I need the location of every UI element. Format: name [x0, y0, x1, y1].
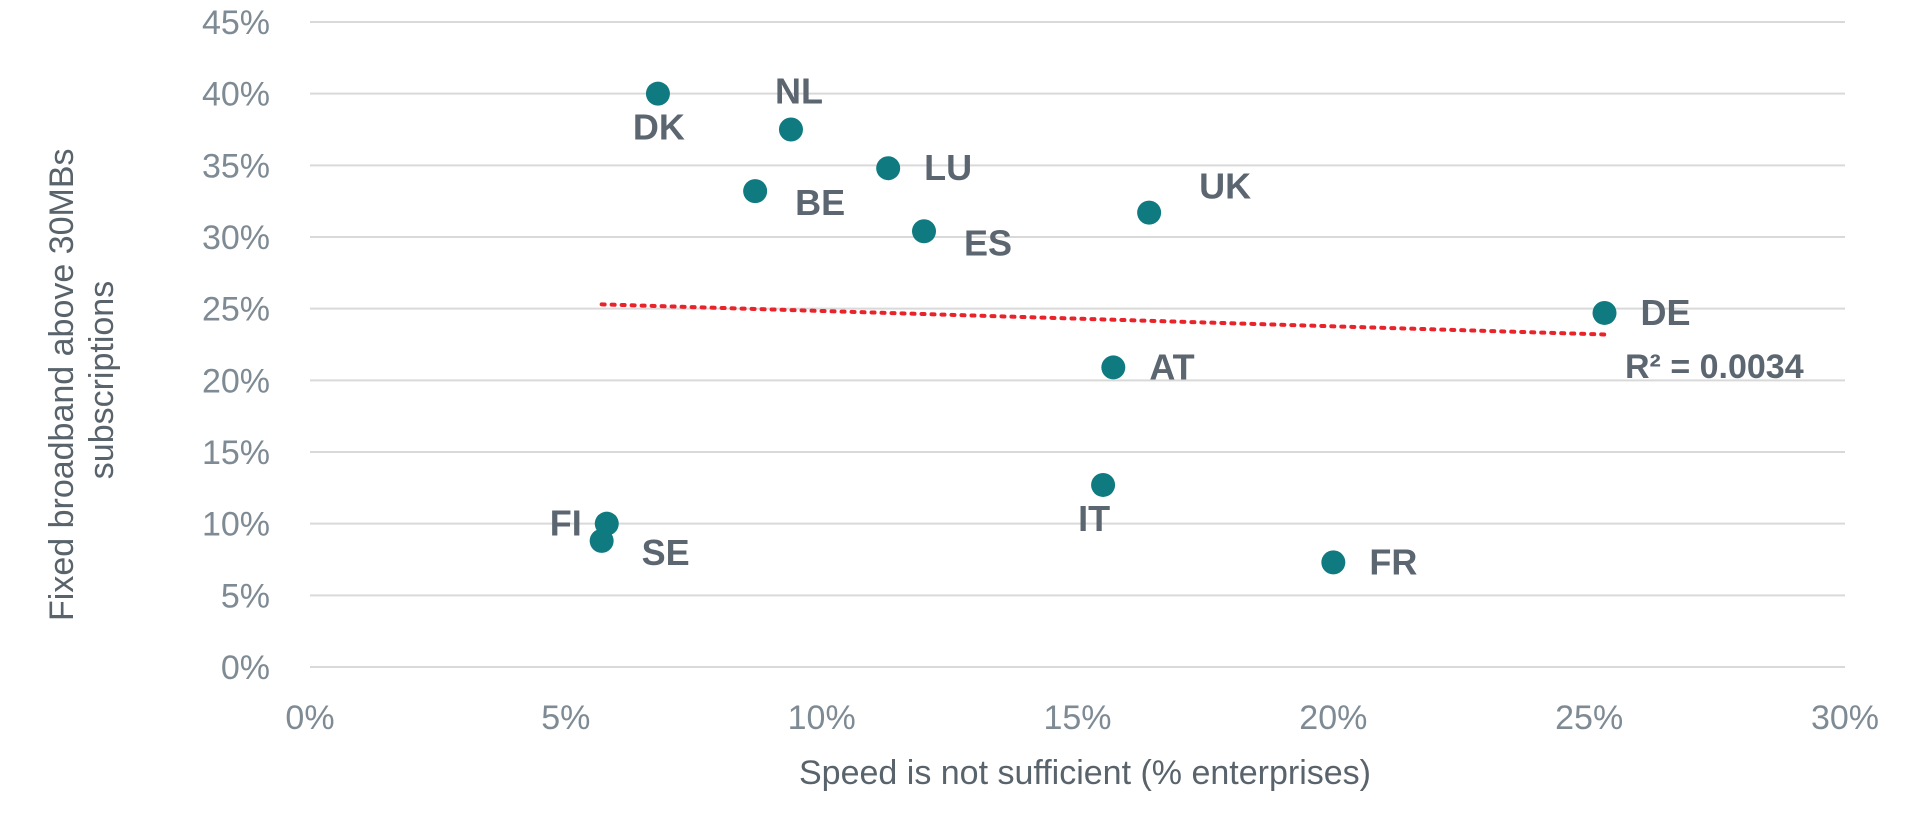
- data-point: [778, 117, 803, 142]
- data-point-label: AT: [1149, 346, 1194, 387]
- data-point-label: NL: [775, 71, 823, 112]
- y-tick-label: 30%: [202, 219, 270, 257]
- data-point: [1137, 200, 1162, 225]
- data-point: [1101, 355, 1126, 380]
- y-tick-label: 40%: [202, 76, 270, 114]
- x-axis-title: Speed is not sufficient (% enterprises): [799, 754, 1371, 792]
- points-layer: [589, 81, 1617, 575]
- trendline-layer: [599, 302, 1607, 337]
- y-tick-label: 25%: [202, 291, 270, 329]
- data-point: [1592, 300, 1617, 325]
- x-tick-label: 15%: [1043, 699, 1111, 737]
- y-axis-title-line-2: subscriptions: [83, 281, 121, 479]
- x-tick-label: 30%: [1811, 699, 1879, 737]
- data-point-label: IT: [1078, 498, 1110, 539]
- data-point: [743, 179, 768, 204]
- data-point: [645, 81, 670, 106]
- y-tick-label: 0%: [221, 649, 270, 687]
- data-point-label: SE: [642, 532, 690, 573]
- y-tick-label: 35%: [202, 147, 270, 185]
- data-point-label: FI: [550, 503, 582, 544]
- y-tick-label: 15%: [202, 434, 270, 472]
- data-point-label: DK: [633, 107, 685, 148]
- data-point: [1321, 550, 1346, 575]
- data-point: [876, 156, 901, 181]
- data-point-label: DE: [1641, 292, 1691, 333]
- x-tick-label: 20%: [1299, 699, 1367, 737]
- x-tick-label: 25%: [1555, 699, 1623, 737]
- trendline: [599, 302, 1607, 337]
- data-point-label: FR: [1369, 541, 1417, 582]
- data-point-label: BE: [795, 182, 845, 223]
- data-point-label: LU: [924, 147, 972, 188]
- data-point: [589, 528, 614, 553]
- data-point: [912, 219, 936, 244]
- y-axis-title-line-1: Fixed broadband above 30MBs: [43, 148, 81, 621]
- data-point-label: ES: [964, 222, 1012, 263]
- labels-layer: DK NL LU BE ES UK DE AT IT FI SE FR: [550, 71, 1691, 583]
- y-axis-title: Fixed broadband above 30MBs subscription…: [43, 139, 121, 621]
- y-tick-label: 10%: [202, 506, 270, 544]
- x-tick-label: 0%: [285, 699, 334, 737]
- y-tick-label: 45%: [202, 4, 270, 42]
- data-point: [1091, 472, 1116, 497]
- y-tick-label: 5%: [221, 577, 270, 615]
- y-tick-label: 20%: [202, 362, 270, 400]
- x-tick-label: 10%: [788, 699, 856, 737]
- gridlines: [310, 21, 1845, 668]
- data-point-label: UK: [1199, 166, 1251, 207]
- x-tick-label: 5%: [541, 699, 590, 737]
- r-squared-label: R² = 0.0034: [1625, 348, 1804, 386]
